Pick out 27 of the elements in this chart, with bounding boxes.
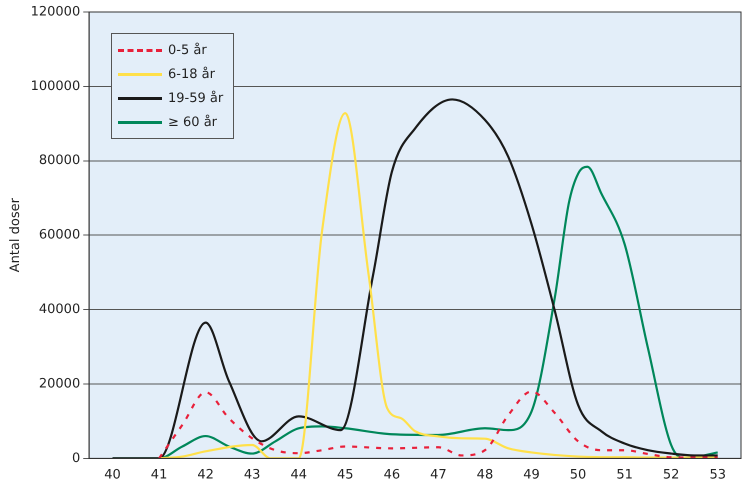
line-series <box>158 390 719 458</box>
y-tick-label: 20000 <box>38 376 80 392</box>
legend-label: 0-5 år <box>168 42 207 58</box>
x-tick-label: 50 <box>570 468 586 483</box>
y-tick-label: 0 <box>72 450 80 466</box>
x-tick-label: 53 <box>709 468 726 483</box>
x-tick-label: 46 <box>384 468 400 483</box>
y-tick-label: 100000 <box>30 78 80 94</box>
legend-label: 6-18 år <box>168 66 215 82</box>
legend-label: 19-59 år <box>168 90 224 106</box>
x-tick-label: 49 <box>523 468 540 483</box>
y-tick-label: 80000 <box>38 153 80 168</box>
x-tick-label: 45 <box>337 468 354 483</box>
x-tick-label: 40 <box>104 468 121 483</box>
y-axis-title: Antal doser <box>8 197 24 272</box>
x-tick-label: 48 <box>476 468 494 483</box>
x-tick-label: 44 <box>290 468 307 483</box>
legend-label: ≥ 60 år <box>168 114 218 130</box>
y-tick-label: 60000 <box>38 228 80 243</box>
x-tick-label: 52 <box>662 468 680 483</box>
x-tick-label: 51 <box>616 468 633 483</box>
x-tick-label: 42 <box>197 468 214 483</box>
y-tick-label: 120000 <box>30 4 80 20</box>
x-tick-label: 41 <box>150 468 168 483</box>
x-tick-label: 47 <box>430 468 447 483</box>
x-tick-label: 43 <box>244 468 260 483</box>
y-tick-label: 40000 <box>38 302 80 317</box>
